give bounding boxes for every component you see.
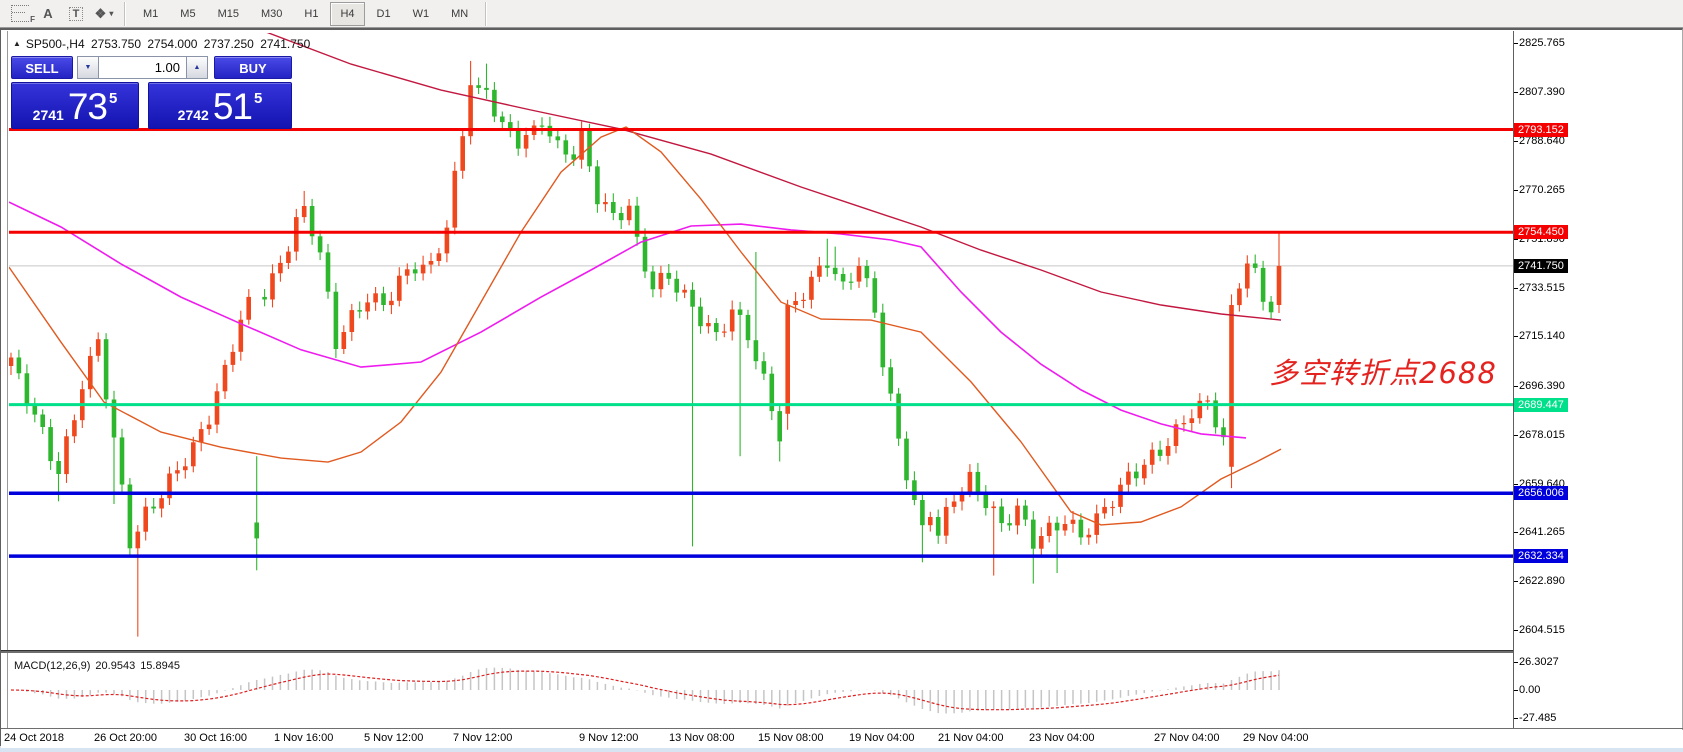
sell-price-prefix: 2741 (32, 107, 64, 123)
buy-price-prefix: 2742 (177, 107, 209, 123)
price-tick-label: 2825.765 (1514, 37, 1565, 49)
toolbar-separator (485, 1, 488, 26)
drawing-tools-group: F A T ❖ ▾ (6, 0, 118, 28)
chart-title: ▲ SP500-,H4 2753.750 2754.000 2737.250 27… (13, 37, 313, 51)
timeframe-group: M1 M5 M15 M30 H1 H4 D1 W1 MN (132, 0, 479, 28)
chart-window: ▲ SP500-,H4 2753.750 2754.000 2737.250 27… (0, 28, 1683, 748)
price-tick-label: 2715.140 (1514, 330, 1565, 343)
price-tick-label: 2622.890 (1514, 575, 1565, 588)
macd-axis-label: -27.485 (1513, 712, 1557, 724)
price-tick-label: 2641.265 (1514, 526, 1565, 539)
toolbar: F A T ❖ ▾ M1 M5 M15 M30 H1 H4 D1 W1 MN (0, 0, 1683, 28)
timeframe-h1[interactable]: H1 (304, 7, 319, 20)
timeframe-w1[interactable]: W1 (412, 7, 430, 20)
time-label: 29 Nov 04:00 (1243, 732, 1309, 744)
ohlc-open: 2753.750 (90, 37, 142, 51)
ohlc-low: 2737.250 (203, 37, 254, 51)
ma-orange-fast (9, 126, 1282, 526)
ma-crimson-slow (266, 33, 1282, 321)
ohlc-high: 2754.000 (147, 37, 198, 51)
symbol-name: SP500-,H4 (25, 37, 85, 51)
price-level-label-support: 2632.334 (1514, 549, 1568, 564)
volume-increase-button[interactable]: ▲ (186, 56, 208, 79)
sell-price-sup: 5 (108, 90, 118, 107)
time-label: 7 Nov 12:00 (453, 732, 513, 744)
shapes-tool-icon[interactable]: ❖ ▾ (94, 5, 114, 21)
timeframe-m15[interactable]: M15 (217, 7, 239, 20)
buy-price-sup: 5 (253, 90, 263, 107)
time-label: 5 Nov 12:00 (364, 732, 424, 744)
buy-button[interactable]: BUY (214, 56, 292, 79)
price-tick-label: 2604.515 (1514, 623, 1565, 636)
price-tick-label: 2807.390 (1514, 85, 1565, 98)
price-tick-label: 2770.265 (1514, 184, 1565, 197)
sell-price-big: 73 (67, 86, 108, 127)
time-label: 26 Oct 20:00 (94, 732, 157, 744)
sell-price-display[interactable]: 2741 73 5 (11, 82, 139, 129)
time-label: 1 Nov 16:00 (274, 732, 334, 744)
price-level-label-resistance: 2754.450 (1514, 225, 1568, 240)
macd-canvas[interactable] (9, 654, 1513, 728)
timeframe-h4[interactable]: H4 (330, 1, 365, 26)
macd-axis-label: 26.3027 (1514, 656, 1559, 668)
chevron-up-icon: ▲ (193, 64, 201, 71)
time-label: 9 Nov 12:00 (579, 732, 639, 744)
text-tool-icon[interactable]: T (65, 3, 87, 25)
price-tick-label: 2696.390 (1514, 380, 1565, 393)
time-label: 13 Nov 08:00 (669, 732, 735, 744)
macd-axis-label: 0.00 (1513, 684, 1541, 696)
price-level-label-resistance: 2793.152 (1514, 122, 1568, 137)
time-label: 23 Nov 04:00 (1029, 732, 1095, 744)
time-label: 19 Nov 04:00 (849, 732, 915, 744)
price-tick-label: 2678.015 (1514, 428, 1565, 441)
time-label: 30 Oct 16:00 (184, 732, 247, 744)
ohlc-close: 2741.750 (260, 37, 311, 51)
macd-signal-value: 15.8945 (140, 660, 180, 672)
price-level-label-support: 2689.447 (1514, 397, 1568, 412)
time-label: 21 Nov 04:00 (938, 732, 1004, 744)
price-tick-label: 2788.640 (1514, 135, 1565, 148)
time-label: 24 Oct 2018 (4, 732, 64, 744)
time-axis-separator (1, 728, 1683, 729)
fibonacci-tool-icon[interactable]: F (9, 3, 35, 25)
sell-button[interactable]: SELL (11, 56, 73, 79)
toolbar-separator (124, 1, 126, 26)
price-axis-divider (1513, 31, 1514, 728)
text-label-tool-icon[interactable]: A (43, 6, 53, 21)
buy-price-big: 51 (212, 86, 253, 127)
price-level-label-support: 2656.006 (1514, 486, 1568, 501)
trade-panel: SELL ▼ 1.00 ▲ BUY 2741 73 5 2742 51 5 (11, 56, 292, 132)
timeframe-m30[interactable]: M30 (260, 7, 283, 20)
timeframe-d1[interactable]: D1 (376, 7, 391, 20)
buy-price-display[interactable]: 2742 51 5 (148, 82, 292, 129)
symbol-marker-icon: ▲ (13, 39, 21, 48)
ma-magenta-mid (9, 201, 1247, 439)
timeframe-mn[interactable]: MN (451, 7, 469, 20)
macd-name: MACD(12,26,9) (14, 660, 91, 672)
timeframe-m1[interactable]: M1 (143, 7, 159, 20)
price-level-label-current: 2741.750 (1514, 258, 1568, 273)
price-chart-canvas[interactable] (9, 33, 1513, 650)
volume-input[interactable]: 1.00 (99, 56, 186, 79)
chart-macd-separator (1, 650, 1513, 653)
macd-signal-line (10, 670, 1280, 711)
timeframe-m5[interactable]: M5 (180, 7, 196, 20)
time-axis[interactable]: 24 Oct 2018 26 Oct 20:00 30 Oct 16:00 1 Nov… (1, 730, 1683, 748)
chinese-annotation: 多空转折点2688 (1269, 356, 1497, 390)
macd-label: MACD(12,26,9) 20.9543 15.8945 (14, 660, 185, 672)
window-left-border (7, 31, 8, 728)
macd-main-value: 20.9543 (95, 660, 136, 672)
chevron-down-icon: ▼ (84, 64, 92, 71)
price-tick-label: 2733.515 (1514, 281, 1565, 294)
volume-decrease-button[interactable]: ▼ (77, 56, 99, 79)
time-label: 27 Nov 04:00 (1154, 732, 1220, 744)
time-label: 15 Nov 08:00 (758, 732, 824, 744)
